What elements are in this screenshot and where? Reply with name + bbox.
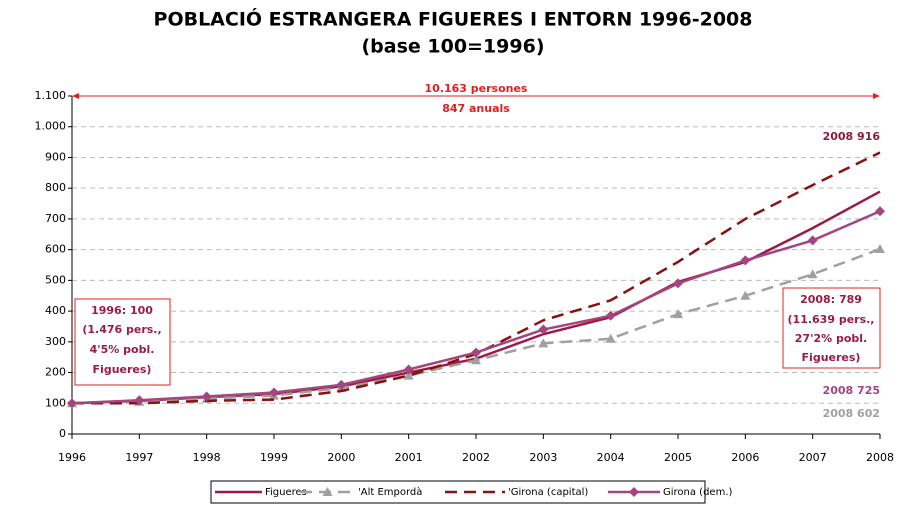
annotation-box (74, 298, 171, 386)
y-tick-label: 1.000 (35, 120, 67, 133)
marker (605, 333, 616, 343)
x-tick-label: 1997 (125, 451, 153, 464)
marker (269, 387, 279, 398)
y-tick-label: 0 (59, 427, 66, 440)
annotation-box (782, 287, 881, 369)
marker (134, 395, 145, 406)
marker (538, 324, 549, 335)
marker (740, 255, 751, 266)
annotation: 1996: 100 (91, 304, 153, 317)
marker (538, 338, 549, 348)
annotation: (11.639 pers., (788, 313, 875, 326)
x-tick-label: 1998 (193, 451, 221, 464)
legend-label: 'Alt Empordà (358, 486, 422, 498)
series-line (71, 247, 881, 405)
marker (336, 379, 347, 390)
x-tick-label: 2007 (799, 451, 827, 464)
x-tick-label: 2005 (664, 451, 692, 464)
y-tick-label: 500 (45, 273, 66, 286)
marker (201, 391, 212, 402)
chart-title: POBLACIÓ ESTRANGERA FIGUERES I ENTORN 19… (154, 7, 753, 31)
annotation: 4'5% pobl. (90, 343, 155, 356)
annotation: 27'2% pobl. (795, 332, 867, 345)
annotation: 2008 602 (823, 407, 880, 420)
legend-label: Figueres (265, 487, 307, 498)
annotation: 10.163 persones (425, 82, 528, 95)
legend-marker (322, 487, 333, 496)
y-tick-label: 400 (45, 304, 66, 317)
chart-subtitle: (base 100=1996) (361, 36, 544, 58)
y-tick-label: 200 (45, 366, 66, 379)
x-tick-label: 1996 (58, 451, 86, 464)
y-tick-label: 300 (45, 335, 66, 348)
series-line (72, 151, 881, 405)
marker (605, 310, 616, 321)
marker (807, 235, 818, 246)
arrow-head (72, 93, 79, 99)
arrow-head (873, 93, 880, 99)
annotation: (1.476 pers., (82, 323, 161, 336)
y-tick-label: 600 (45, 243, 66, 256)
y-tick-label: 100 (45, 396, 66, 409)
legend-label: Girona (dem.) (663, 487, 733, 498)
y-tick-label: 700 (45, 212, 66, 225)
y-tick-label: 900 (45, 150, 66, 163)
marker (740, 290, 751, 300)
x-tick-label: 2000 (327, 451, 355, 464)
x-tick-label: 2001 (395, 451, 423, 464)
series-line (71, 210, 881, 405)
marker (875, 244, 885, 254)
marker (471, 347, 481, 358)
y-tick-label: 1.100 (35, 89, 67, 102)
x-tick-label: 2004 (597, 451, 625, 464)
y-tick-label: 800 (45, 181, 66, 194)
marker (673, 278, 683, 289)
annotation: 847 anuals (442, 102, 510, 115)
marker (807, 269, 818, 279)
marker (403, 364, 414, 375)
x-tick-label: 2006 (731, 451, 759, 464)
series-line (71, 190, 881, 405)
marker (67, 398, 77, 409)
legend-marker (629, 487, 639, 497)
annotation: Figueres) (93, 363, 152, 376)
annotation: 2008 916 (823, 130, 881, 143)
x-tick-label: 2002 (462, 451, 490, 464)
x-tick-label: 2003 (529, 451, 557, 464)
annotation: 2008 725 (823, 384, 880, 397)
legend-label: 'Girona (capital) (508, 487, 588, 498)
annotation: 2008: 789 (800, 293, 862, 306)
annotation: Figueres) (802, 351, 861, 364)
x-tick-label: 1999 (260, 451, 288, 464)
legend-box (210, 480, 706, 504)
marker (403, 370, 414, 380)
marker (673, 309, 683, 319)
marker (471, 355, 481, 365)
x-tick-label: 2008 (866, 451, 894, 464)
marker (875, 206, 885, 217)
